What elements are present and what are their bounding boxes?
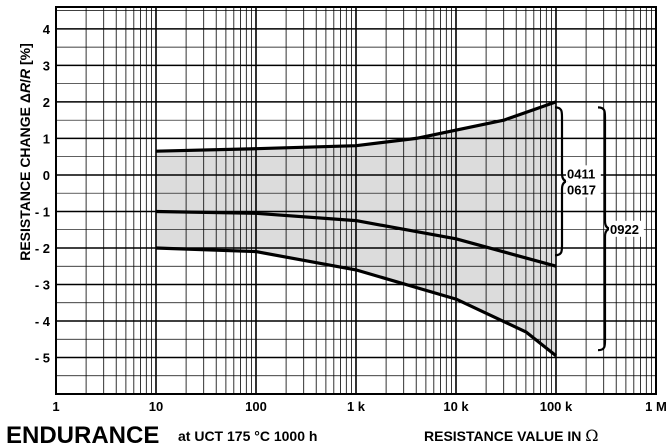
y-axis-label-main: RESISTANCE CHANGE	[17, 103, 33, 261]
bracket-label: 0411	[567, 166, 595, 181]
y-tick-label: 0	[43, 168, 50, 183]
x-axis-label-unit: Ω	[585, 426, 598, 445]
y-tick-label: - 1	[35, 204, 50, 219]
y-axis-label-delta: Δ	[17, 93, 33, 103]
x-tick-label: 10	[149, 399, 163, 414]
y-tick-label: 3	[43, 58, 50, 73]
chart-title: ENDURANCE	[6, 422, 159, 447]
y-tick-label: - 5	[35, 350, 50, 365]
x-axis-label-text: RESISTANCE VALUE IN	[424, 428, 585, 444]
x-tick-label: 10 k	[443, 399, 469, 414]
y-axis-label-unit: [%]	[17, 43, 33, 69]
x-axis-label: RESISTANCE VALUE IN Ω	[424, 426, 599, 445]
x-tick-label: 1 M	[645, 399, 667, 414]
y-tick-label: - 2	[35, 241, 50, 256]
y-tick-label: 1	[43, 131, 50, 146]
y-tick-label: - 3	[35, 277, 50, 292]
x-tick-label: 1 k	[347, 399, 366, 414]
x-tick-label: 1	[52, 399, 59, 414]
y-tick-label: 2	[43, 95, 50, 110]
y-axis-label: RESISTANCE CHANGE ΔR/R [%]	[17, 43, 33, 261]
chart-subtitle: at UCT 175 °C 1000 h	[178, 428, 317, 444]
bracket-label: 0617	[567, 182, 596, 197]
y-tick-label: 4	[43, 22, 51, 37]
y-tick-label: - 4	[35, 314, 51, 329]
x-tick-label: 100 k	[540, 399, 573, 414]
x-tick-label: 100	[245, 399, 267, 414]
bracket-label: 0922	[610, 222, 639, 237]
